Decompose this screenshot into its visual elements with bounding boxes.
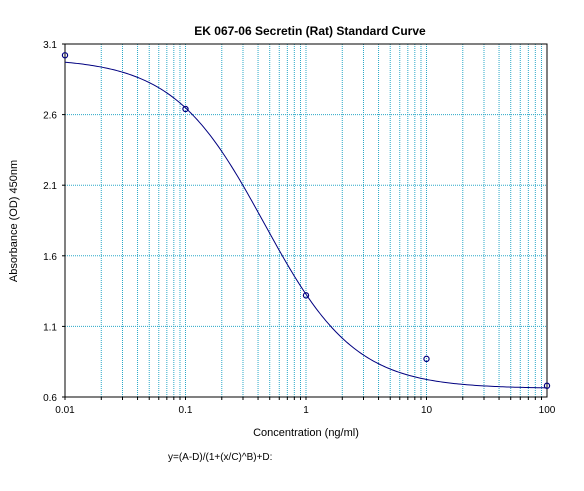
data-point [302, 292, 310, 299]
y-tick-labels: 0.6 1.1 1.6 2.1 2.6 3.1 [43, 40, 57, 404]
fit-curve [64, 61, 548, 389]
data-points [61, 52, 551, 389]
chart-title: EK 067-06 Secretin (Rat) Standard Curve [194, 24, 426, 38]
y-tick-label: 1.6 [43, 252, 57, 263]
data-point [423, 355, 430, 363]
y-tick-label: 2.6 [43, 111, 57, 122]
y-tick-label: 2.1 [43, 181, 57, 192]
x-tick-labels: 0.01 0.1 1 10 100 [55, 405, 556, 416]
x-tick-label: 10 [421, 405, 433, 416]
data-point [182, 105, 189, 113]
x-tick-label: 0.1 [179, 405, 193, 416]
y-tick-label: 1.1 [43, 322, 57, 333]
fit-equation: y=(A-D)/(1+(x/C)^B)+D: [168, 452, 272, 463]
y-tick-label: 0.6 [43, 393, 57, 404]
y-axis-label: Absorbance (OD) 450nm [8, 160, 20, 282]
x-axis-label: Concentration (ng/ml) [253, 427, 359, 439]
grid [64, 43, 547, 398]
data-point [543, 382, 551, 389]
x-tick-label: 1 [303, 405, 309, 416]
x-tick-label: 0.01 [55, 405, 75, 416]
ticks [62, 43, 542, 400]
y-tick-label: 3.1 [43, 40, 57, 51]
x-tick-label: 100 [539, 405, 556, 416]
data-point [61, 52, 69, 59]
